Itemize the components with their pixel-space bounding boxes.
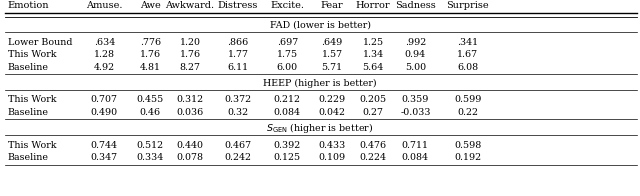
Text: 0.711: 0.711	[402, 141, 429, 150]
Text: 8.27: 8.27	[180, 63, 200, 72]
Text: 0.334: 0.334	[137, 153, 164, 162]
Text: 1.57: 1.57	[321, 50, 343, 59]
Text: -0.033: -0.033	[400, 108, 431, 117]
Text: 6.08: 6.08	[457, 63, 479, 72]
Text: 0.084: 0.084	[274, 108, 301, 117]
Text: $S_\mathrm{GEN}$ (higher is better): $S_\mathrm{GEN}$ (higher is better)	[266, 121, 374, 135]
Text: 6.00: 6.00	[276, 63, 298, 72]
Text: 0.707: 0.707	[91, 95, 118, 104]
Text: 0.372: 0.372	[225, 95, 252, 104]
Text: 1.34: 1.34	[362, 50, 384, 59]
Text: 0.229: 0.229	[319, 95, 346, 104]
Text: 0.078: 0.078	[177, 153, 204, 162]
Text: .866: .866	[227, 38, 249, 47]
Text: 1.77: 1.77	[228, 50, 248, 59]
Text: 1.28: 1.28	[94, 50, 115, 59]
Text: .992: .992	[404, 38, 426, 47]
Text: 1.76: 1.76	[179, 50, 201, 59]
Text: 0.22: 0.22	[458, 108, 478, 117]
Text: 0.598: 0.598	[454, 141, 481, 150]
Text: .697: .697	[276, 38, 298, 47]
Text: This Work: This Work	[8, 95, 56, 104]
Text: 0.455: 0.455	[137, 95, 164, 104]
Text: 0.042: 0.042	[319, 108, 346, 117]
Text: 0.46: 0.46	[140, 108, 161, 117]
Text: 6.11: 6.11	[227, 63, 249, 72]
Text: 5.00: 5.00	[404, 63, 426, 72]
Text: 0.27: 0.27	[363, 108, 383, 117]
Text: 0.192: 0.192	[454, 153, 481, 162]
Text: 0.392: 0.392	[274, 141, 301, 150]
Text: 0.036: 0.036	[177, 108, 204, 117]
Text: 0.433: 0.433	[319, 141, 346, 150]
Text: Awkward.: Awkward.	[166, 1, 214, 10]
Text: 0.242: 0.242	[225, 153, 252, 162]
Text: 1.76: 1.76	[140, 50, 161, 59]
Text: 4.92: 4.92	[93, 63, 115, 72]
Text: 1.20: 1.20	[180, 38, 200, 47]
Text: 0.599: 0.599	[454, 95, 481, 104]
Text: 0.205: 0.205	[360, 95, 387, 104]
Text: 0.490: 0.490	[91, 108, 118, 117]
Text: 5.64: 5.64	[362, 63, 384, 72]
Text: Baseline: Baseline	[8, 108, 49, 117]
Text: 1.75: 1.75	[276, 50, 298, 59]
Text: Surprise: Surprise	[447, 1, 489, 10]
Text: 0.125: 0.125	[274, 153, 301, 162]
Text: 1.25: 1.25	[362, 38, 384, 47]
Text: 0.109: 0.109	[319, 153, 346, 162]
Text: This Work: This Work	[8, 50, 56, 59]
Text: .634: .634	[93, 38, 115, 47]
Text: Lower Bound: Lower Bound	[8, 38, 72, 47]
Text: 0.312: 0.312	[177, 95, 204, 104]
Text: 0.744: 0.744	[91, 141, 118, 150]
Text: 0.084: 0.084	[402, 153, 429, 162]
Text: This Work: This Work	[8, 141, 56, 150]
Text: 0.224: 0.224	[360, 153, 387, 162]
Text: .776: .776	[140, 38, 161, 47]
Text: .341: .341	[457, 38, 479, 47]
Text: Horror: Horror	[356, 1, 390, 10]
Text: Excite.: Excite.	[270, 1, 305, 10]
Text: Baseline: Baseline	[8, 63, 49, 72]
Text: 0.359: 0.359	[402, 95, 429, 104]
Text: 0.476: 0.476	[360, 141, 387, 150]
Text: 0.467: 0.467	[225, 141, 252, 150]
Text: Awe: Awe	[140, 1, 161, 10]
Text: HEEP (higher is better): HEEP (higher is better)	[263, 78, 377, 88]
Text: 0.347: 0.347	[91, 153, 118, 162]
Text: 0.212: 0.212	[274, 95, 301, 104]
Text: 0.440: 0.440	[177, 141, 204, 150]
Text: 5.71: 5.71	[321, 63, 343, 72]
Text: 0.94: 0.94	[404, 50, 426, 59]
Text: 0.512: 0.512	[137, 141, 164, 150]
Text: FAD (lower is better): FAD (lower is better)	[269, 21, 371, 30]
Text: 0.32: 0.32	[227, 108, 249, 117]
Text: Distress: Distress	[218, 1, 259, 10]
Text: 4.81: 4.81	[140, 63, 161, 72]
Text: Baseline: Baseline	[8, 153, 49, 162]
Text: Amuse.: Amuse.	[86, 1, 123, 10]
Text: Sadness: Sadness	[395, 1, 436, 10]
Text: .649: .649	[321, 38, 343, 47]
Text: Fear: Fear	[321, 1, 344, 10]
Text: Emotion: Emotion	[8, 1, 49, 10]
Text: 1.67: 1.67	[457, 50, 479, 59]
